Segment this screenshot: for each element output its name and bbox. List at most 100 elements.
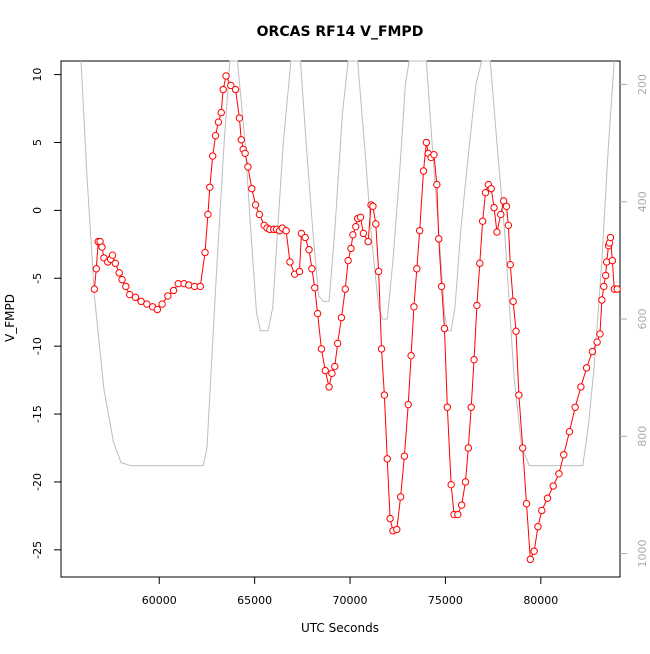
y-tick-label: 0 — [31, 207, 44, 214]
data-point — [255, 210, 264, 219]
data-point — [305, 246, 313, 254]
data-point — [522, 499, 531, 508]
right-axis: 200 400 600 800 1000 — [620, 74, 649, 568]
data-point — [410, 303, 418, 311]
data-point — [419, 167, 428, 175]
x-axis-label: UTC Seconds — [301, 621, 379, 635]
data-point — [374, 267, 383, 276]
data-point — [158, 300, 166, 308]
data-point — [98, 243, 106, 251]
data-point — [555, 470, 563, 478]
data-point — [443, 403, 452, 411]
data-point — [467, 403, 475, 411]
data-point — [497, 210, 505, 219]
y-tick-label: -5 — [31, 273, 44, 284]
data-point — [244, 163, 252, 171]
data-point — [108, 251, 117, 259]
data-point — [601, 271, 610, 280]
data-point — [248, 184, 256, 193]
data-point — [321, 366, 329, 375]
right-tick-label: 1000 — [636, 540, 649, 568]
data-point — [588, 347, 597, 356]
data-point — [349, 231, 357, 239]
data-point — [457, 501, 466, 509]
data-point — [481, 189, 490, 197]
data-point — [311, 284, 319, 292]
data-point — [478, 217, 487, 225]
chart-title: ORCAS RF14 V_FMPD — [257, 24, 424, 40]
right-tick-label: 600 — [636, 309, 649, 330]
data-point — [204, 210, 212, 219]
x-axis: 60000 65000 70000 75000 80000 — [142, 577, 558, 607]
data-point — [380, 391, 389, 399]
data-point — [111, 259, 120, 268]
data-point — [404, 400, 412, 409]
data-point — [356, 213, 365, 221]
right-tick-label: 200 — [636, 74, 649, 95]
data-point — [206, 183, 214, 191]
data-point — [214, 118, 223, 126]
data-point — [169, 286, 178, 295]
data-point — [407, 351, 415, 360]
data-point — [515, 391, 523, 399]
data-point — [118, 275, 126, 284]
data-point — [308, 265, 316, 273]
y-tick-label: -10 — [31, 337, 44, 355]
data-point — [196, 282, 204, 291]
data-point — [596, 330, 604, 338]
data-point — [415, 227, 424, 235]
data-point — [201, 248, 209, 257]
data-point — [377, 345, 386, 353]
data-point — [493, 228, 501, 236]
y-axis-label: V_FMPD — [3, 294, 17, 342]
data-point — [518, 444, 527, 452]
data-point — [90, 285, 99, 293]
data-point — [549, 482, 557, 490]
data-point — [454, 510, 462, 519]
secondary-series-line — [80, 60, 615, 467]
data-point — [582, 364, 591, 372]
data-point — [143, 300, 151, 308]
data-point — [227, 81, 235, 90]
data-point — [137, 297, 145, 306]
data-point — [473, 301, 481, 310]
data-point — [301, 233, 309, 242]
data-point — [352, 222, 360, 231]
data-point — [331, 362, 339, 371]
data-point — [447, 480, 455, 489]
y-tick-label: 5 — [31, 139, 44, 146]
data-point — [608, 256, 617, 265]
data-point — [530, 547, 538, 555]
data-point — [526, 555, 535, 564]
data-point — [565, 428, 574, 436]
data-point — [125, 290, 134, 299]
data-point — [543, 494, 552, 502]
data-point — [502, 202, 511, 210]
data-point — [153, 305, 162, 314]
data-point — [534, 523, 542, 531]
data-point — [317, 345, 326, 353]
right-tick-label: 800 — [636, 426, 649, 447]
y-tick-label: -25 — [31, 541, 44, 559]
data-point — [600, 282, 608, 291]
data-point — [235, 114, 244, 122]
data-point — [396, 493, 405, 501]
data-point — [251, 201, 260, 209]
data-point — [577, 383, 585, 391]
right-tick-label: 400 — [636, 191, 649, 212]
primary-series — [90, 72, 621, 564]
data-point — [476, 259, 484, 268]
data-point — [598, 296, 606, 304]
data-point — [430, 150, 438, 159]
data-point — [461, 478, 470, 486]
y-axis: 10 5 0 -5 -10 -15 -20 -25 — [31, 68, 61, 559]
x-tick-label: 70000 — [333, 594, 368, 607]
data-point — [538, 506, 546, 515]
data-point — [437, 282, 446, 291]
data-point — [164, 292, 172, 300]
data-point — [131, 293, 140, 301]
data-point — [337, 313, 346, 322]
x-tick-label: 80000 — [523, 594, 558, 607]
data-point — [606, 233, 615, 242]
